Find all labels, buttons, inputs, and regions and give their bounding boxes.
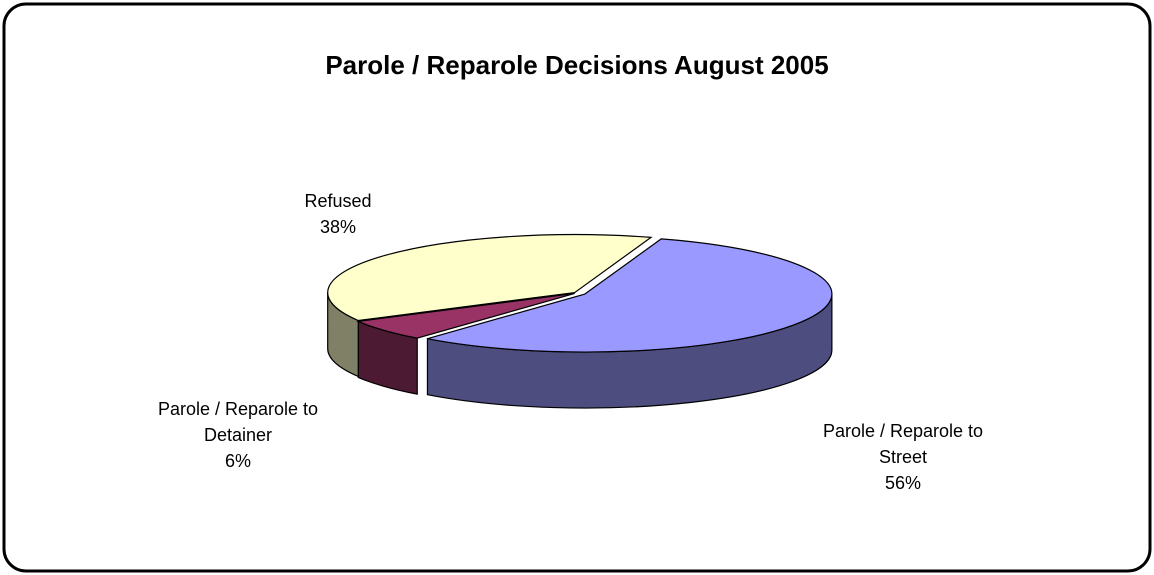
slice-label: Parole / Reparole to Detainer 6% bbox=[138, 396, 338, 474]
slice-label: Parole / Reparole to Street 56% bbox=[803, 418, 1003, 496]
chart-title: Parole / Reparole Decisions August 2005 bbox=[325, 50, 829, 80]
value-label: 56% bbox=[884, 473, 922, 493]
value-label: 38% bbox=[319, 217, 357, 237]
category-label: Refused bbox=[304, 191, 372, 211]
slice-label: Refused 38% bbox=[238, 188, 438, 240]
slice bbox=[427, 238, 833, 353]
slice bbox=[327, 233, 653, 322]
value-label: 6% bbox=[224, 451, 251, 471]
category-label: Parole / Reparole to Detainer bbox=[157, 399, 319, 445]
slice bbox=[355, 292, 575, 339]
pie bbox=[327, 233, 833, 409]
category-label: Parole / Reparole to Street bbox=[822, 421, 984, 467]
